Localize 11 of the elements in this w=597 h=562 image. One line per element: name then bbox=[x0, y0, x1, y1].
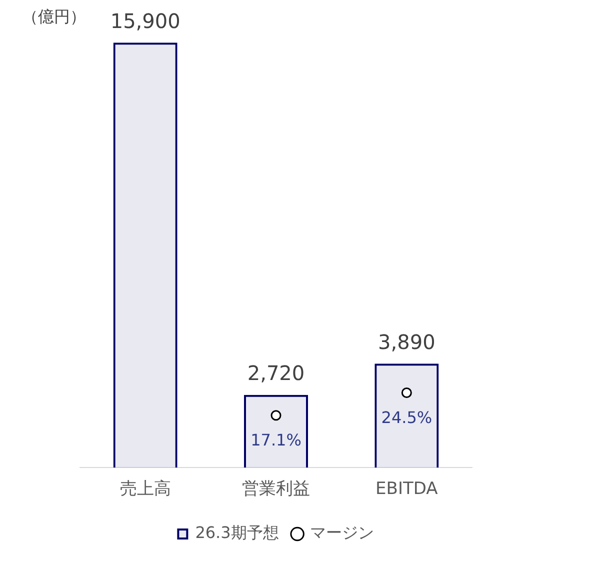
x-tick-label: EBITDA bbox=[376, 479, 438, 500]
data-label: 17.1% bbox=[250, 430, 302, 450]
legend-label: 26.3期予想 bbox=[195, 523, 279, 542]
data-label: 2,720 bbox=[247, 361, 305, 386]
data-label: 3,890 bbox=[378, 330, 436, 354]
data-label: 24.5% bbox=[381, 408, 432, 427]
data-label: 15,900 bbox=[110, 8, 180, 33]
legend-label: マージン bbox=[310, 523, 374, 542]
x-tick-label: 営業利益 bbox=[242, 479, 310, 500]
x-tick-label: 売上高 bbox=[120, 479, 171, 500]
y-axis-title: （億円） bbox=[22, 7, 86, 26]
